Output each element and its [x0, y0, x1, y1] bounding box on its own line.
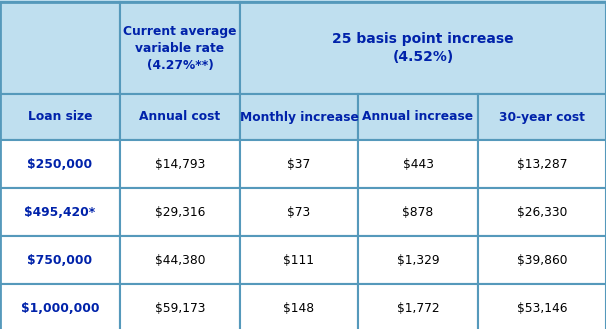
Text: 30-year cost: 30-year cost — [499, 111, 585, 123]
Text: $148: $148 — [284, 301, 315, 315]
Bar — [120, 94, 240, 140]
Bar — [120, 140, 240, 188]
Bar — [240, 188, 358, 236]
Bar — [120, 236, 240, 284]
Text: $1,772: $1,772 — [397, 301, 439, 315]
Bar — [240, 94, 358, 140]
Text: $14,793: $14,793 — [155, 158, 205, 170]
Bar — [478, 284, 606, 329]
Bar — [240, 284, 358, 329]
Text: $73: $73 — [287, 206, 311, 218]
Text: $1,000,000: $1,000,000 — [21, 301, 99, 315]
Bar — [120, 284, 240, 329]
Bar — [478, 94, 606, 140]
Text: $59,173: $59,173 — [155, 301, 205, 315]
Text: Current average
variable rate
(4.27%**): Current average variable rate (4.27%**) — [123, 24, 237, 71]
Text: Loan size: Loan size — [28, 111, 92, 123]
Text: $39,860: $39,860 — [517, 254, 567, 266]
Bar — [358, 284, 478, 329]
Bar — [240, 140, 358, 188]
Text: $37: $37 — [287, 158, 311, 170]
Bar — [0, 188, 120, 236]
Text: $878: $878 — [402, 206, 434, 218]
Bar — [0, 94, 120, 140]
Bar — [240, 2, 606, 94]
Text: Annual cost: Annual cost — [139, 111, 221, 123]
Text: $26,330: $26,330 — [517, 206, 567, 218]
Bar — [0, 140, 120, 188]
Text: $44,380: $44,380 — [155, 254, 205, 266]
Text: $111: $111 — [284, 254, 315, 266]
Text: $250,000: $250,000 — [27, 158, 93, 170]
Bar — [358, 94, 478, 140]
Text: $443: $443 — [402, 158, 433, 170]
Text: $750,000: $750,000 — [27, 254, 93, 266]
Text: 25 basis point increase
(4.52%): 25 basis point increase (4.52%) — [332, 32, 514, 64]
Bar — [120, 2, 240, 94]
Text: $29,316: $29,316 — [155, 206, 205, 218]
Bar — [0, 236, 120, 284]
Bar — [358, 140, 478, 188]
Bar — [358, 188, 478, 236]
Bar — [240, 236, 358, 284]
Bar — [478, 140, 606, 188]
Bar — [0, 284, 120, 329]
Bar — [358, 236, 478, 284]
Bar — [120, 188, 240, 236]
Text: $1,329: $1,329 — [397, 254, 439, 266]
Text: $13,287: $13,287 — [517, 158, 567, 170]
Text: $53,146: $53,146 — [517, 301, 567, 315]
Bar — [478, 188, 606, 236]
Text: Monthly increase: Monthly increase — [239, 111, 358, 123]
Bar — [478, 236, 606, 284]
Bar — [0, 2, 120, 94]
Text: $495,420*: $495,420* — [24, 206, 96, 218]
Text: Annual increase: Annual increase — [362, 111, 473, 123]
